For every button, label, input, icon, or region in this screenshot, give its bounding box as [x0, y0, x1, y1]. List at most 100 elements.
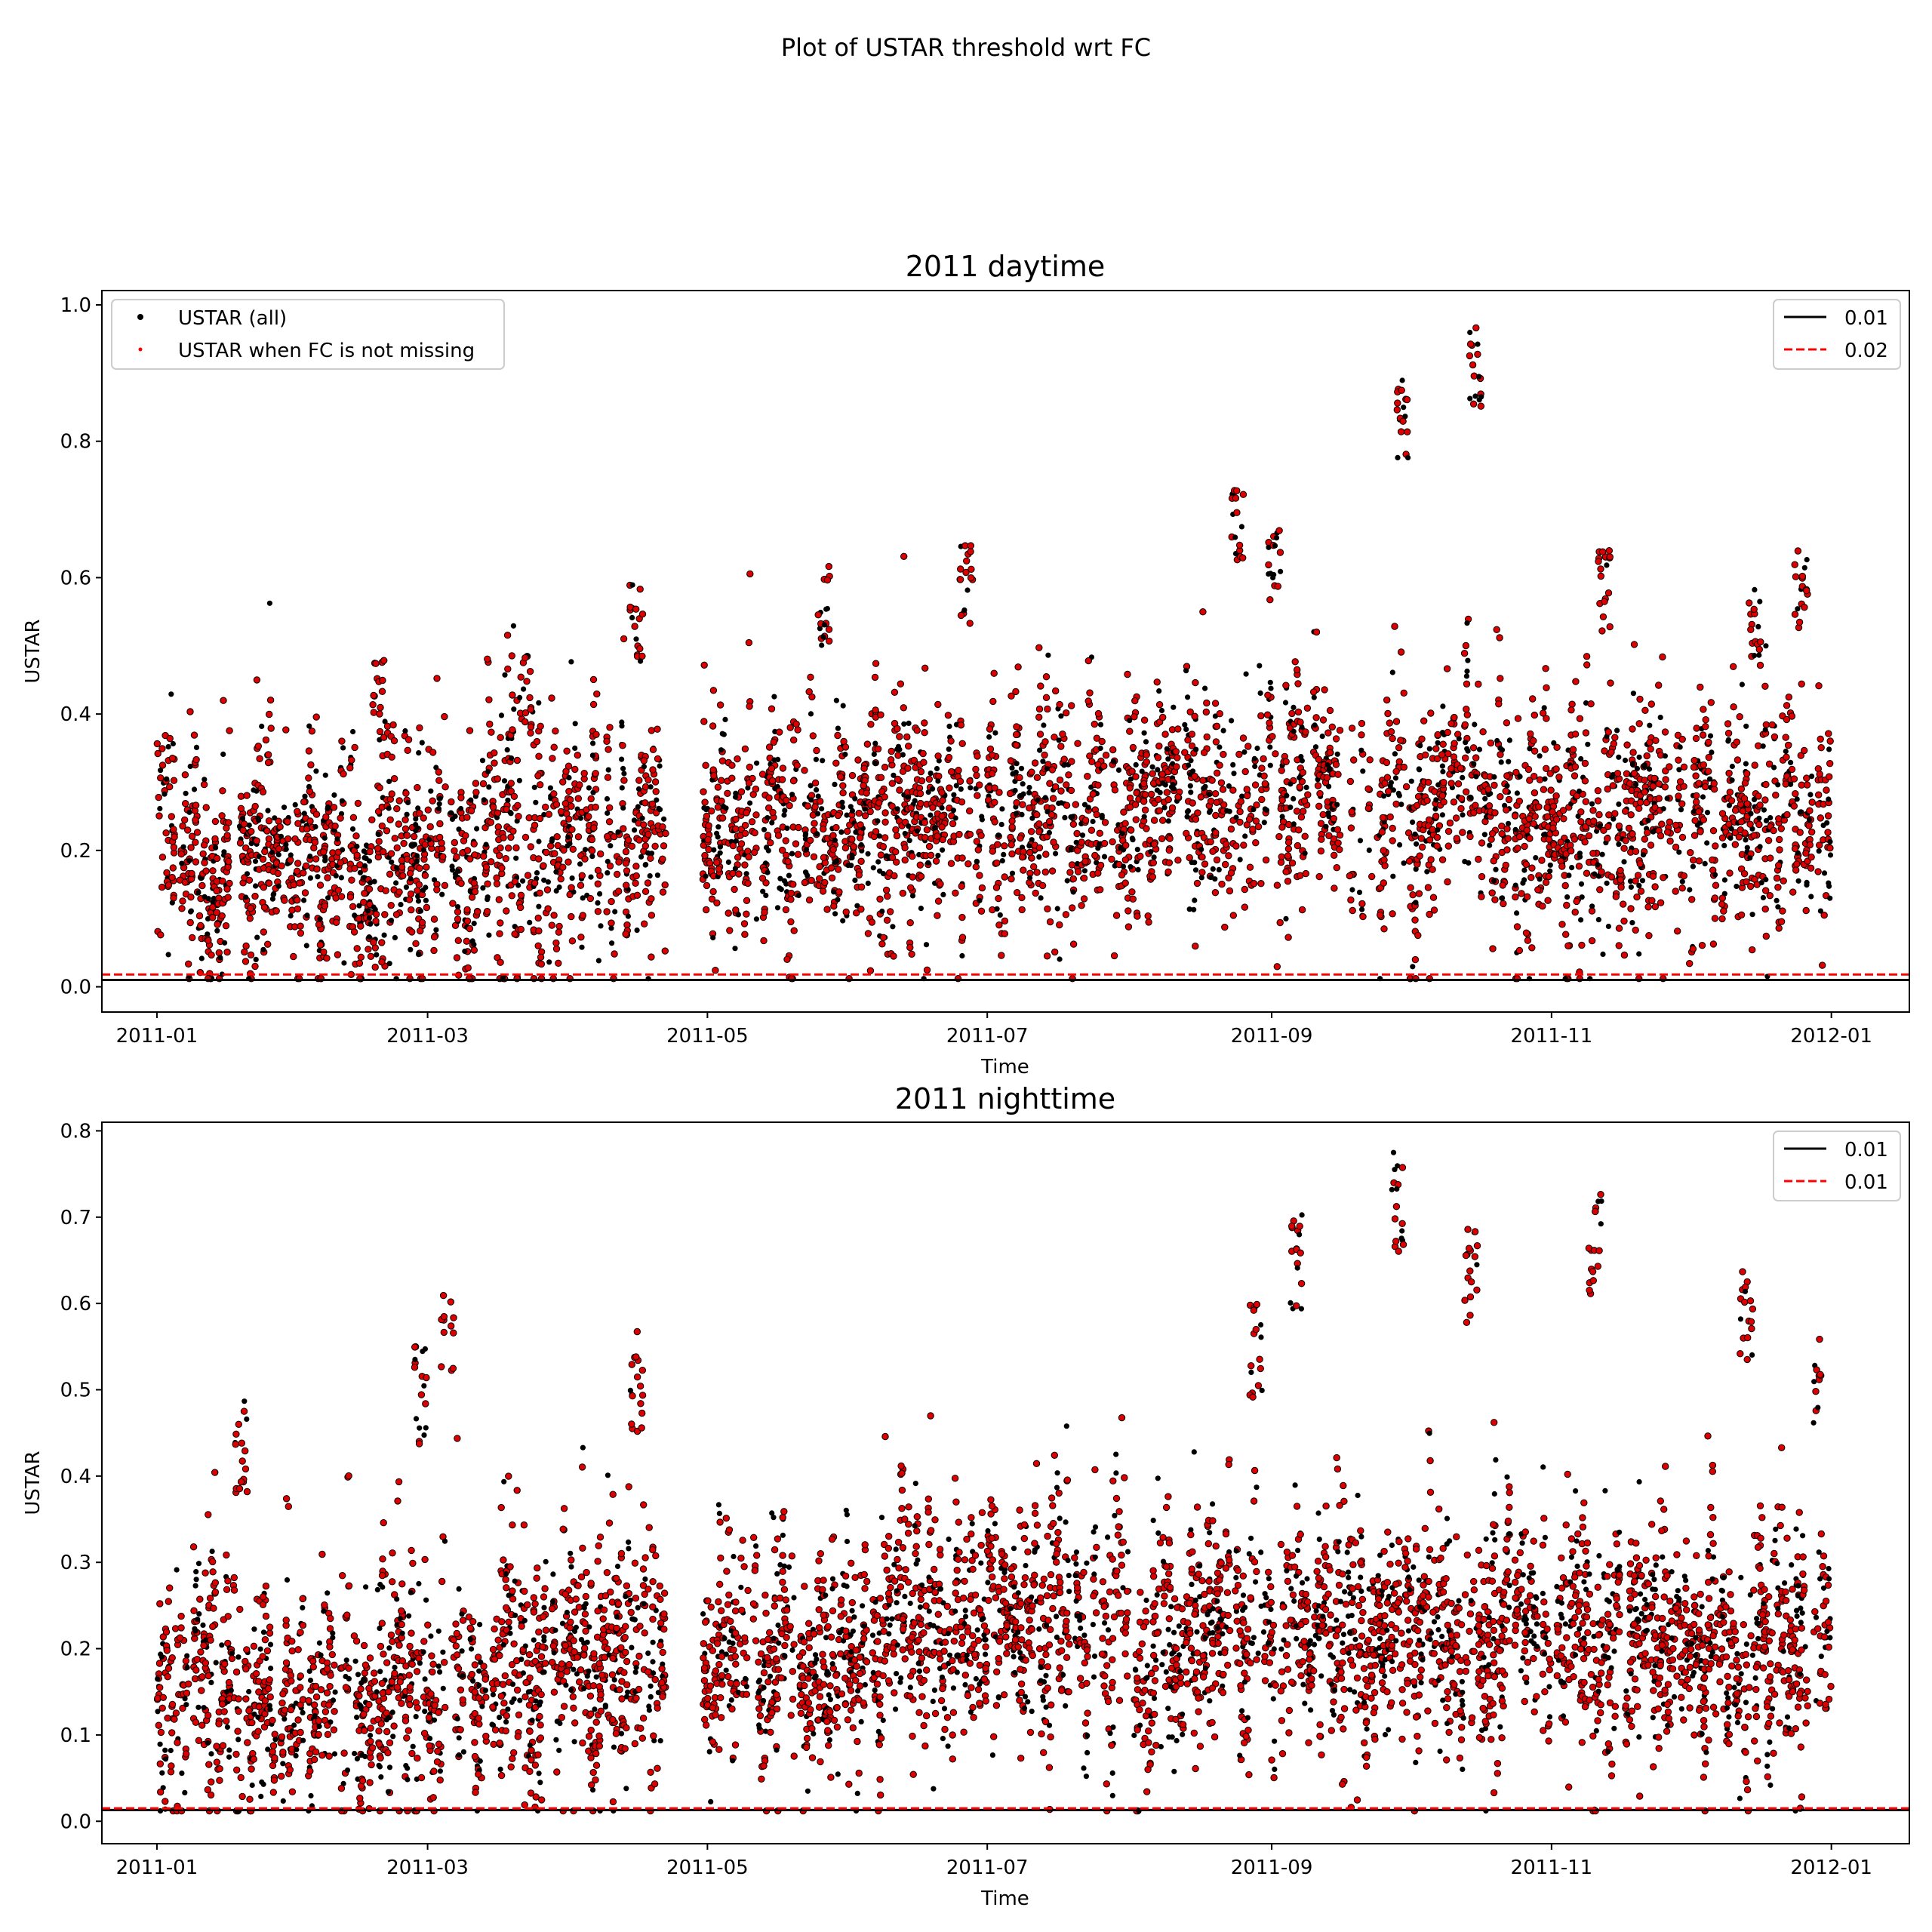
point-ustar-all	[950, 808, 956, 814]
point-fc-not-missing	[487, 818, 495, 826]
point-ustar-all	[1019, 811, 1025, 817]
point-fc-not-missing	[399, 872, 407, 880]
point-fc-not-missing	[702, 761, 709, 769]
point-ustar-all	[239, 815, 246, 822]
point-fc-not-missing	[863, 789, 870, 797]
point-fc-not-missing	[623, 867, 631, 875]
point-fc-not-missing	[1660, 874, 1667, 881]
point-ustar-all	[848, 863, 854, 869]
point-fc-not-missing	[517, 925, 525, 934]
point-ustar-all	[1251, 755, 1257, 762]
point-fc-not-missing	[1051, 948, 1059, 956]
point-ustar-all	[814, 831, 820, 837]
point-fc-not-missing	[1211, 790, 1220, 798]
point-fc-not-missing	[1505, 795, 1513, 804]
point-fc-not-missing	[179, 897, 186, 905]
point-fc-not-missing	[792, 840, 800, 848]
point-ustar-all	[1201, 786, 1207, 792]
point-fc-not-missing	[1588, 937, 1596, 945]
point-fc-not-missing	[991, 818, 998, 826]
point-fc-not-missing	[1686, 960, 1694, 968]
point-fc-not-missing	[1775, 815, 1783, 823]
point-fc-not-missing	[192, 755, 200, 764]
point-fc-not-missing	[157, 1728, 165, 1737]
point-fc-not-missing	[728, 774, 736, 782]
point-ustar-all	[516, 777, 523, 783]
point-fc-not-missing	[1740, 870, 1749, 878]
point-fc-not-missing	[974, 846, 983, 854]
point-fc-not-missing	[1491, 896, 1499, 903]
point-fc-not-missing	[844, 827, 851, 835]
point-ustar-all	[1357, 838, 1364, 844]
point-fc-not-missing	[1089, 790, 1097, 798]
point-fc-not-missing	[786, 801, 793, 810]
point-fc-not-missing	[1212, 829, 1220, 837]
point-ustar-all	[1358, 747, 1364, 753]
point-ustar-all	[906, 720, 912, 727]
point-ustar-all	[1566, 872, 1572, 878]
point-ustar-all	[1460, 774, 1466, 780]
point-fc-not-missing	[882, 886, 891, 894]
point-ustar-all	[1135, 866, 1141, 872]
point-fc-not-missing	[879, 934, 888, 942]
point-fc-not-missing	[1416, 852, 1423, 860]
point-fc-not-missing	[423, 863, 430, 871]
point-fc-not-missing	[715, 865, 723, 873]
point-fc-not-missing	[1452, 814, 1460, 822]
point-fc-not-missing	[1395, 744, 1403, 752]
point-fc-not-missing	[1291, 658, 1299, 666]
point-ustar-all	[1721, 842, 1727, 848]
point-fc-not-missing	[1552, 792, 1560, 800]
point-fc-not-missing	[158, 854, 167, 861]
point-fc-not-missing	[177, 1624, 185, 1632]
point-fc-not-missing	[565, 762, 573, 770]
point-fc-not-missing	[1324, 729, 1332, 737]
point-fc-not-missing	[1284, 878, 1292, 885]
point-fc-not-missing	[1069, 940, 1078, 948]
point-ustar-all	[439, 891, 445, 897]
point-fc-not-missing	[1764, 837, 1773, 844]
point-ustar-all	[1481, 832, 1487, 838]
point-fc-not-missing	[306, 817, 314, 825]
point-ustar-all	[1291, 704, 1297, 711]
point-fc-not-missing	[193, 829, 202, 836]
point-fc-not-missing	[1239, 734, 1247, 742]
point-fc-not-missing	[1236, 808, 1244, 816]
point-fc-not-missing	[652, 788, 660, 795]
point-ustar-all	[1198, 847, 1204, 853]
point-fc-not-missing	[916, 861, 924, 869]
point-fc-not-missing	[874, 745, 882, 752]
point-fc-not-missing	[1620, 951, 1629, 959]
point-ustar-all	[1757, 598, 1763, 605]
point-fc-not-missing	[1690, 832, 1699, 839]
point-fc-not-missing	[1726, 869, 1734, 877]
point-ustar-all	[354, 843, 360, 850]
point-fc-not-missing	[187, 844, 195, 851]
point-fc-not-missing	[934, 752, 942, 760]
point-fc-not-missing	[509, 726, 516, 734]
y-tick-label: 0.2	[60, 840, 91, 863]
point-ustar-all	[527, 919, 533, 925]
point-fc-not-missing	[1718, 894, 1727, 902]
point-fc-not-missing	[1674, 928, 1681, 935]
point-fc-not-missing	[1790, 775, 1798, 783]
point-fc-not-missing	[989, 697, 997, 706]
point-fc-not-missing	[784, 857, 792, 866]
point-ustar-all	[420, 887, 426, 894]
point-fc-not-missing	[606, 804, 614, 812]
point-ustar-all	[1564, 894, 1571, 900]
point-fc-not-missing	[1319, 716, 1327, 724]
point-fc-not-missing	[156, 1760, 165, 1767]
daytime-xlabel: Time	[980, 1056, 1029, 1078]
point-fc-not-missing	[1620, 917, 1628, 925]
point-fc-not-missing	[935, 772, 943, 780]
point-ustar-all	[1807, 792, 1814, 798]
point-fc-not-missing	[828, 874, 836, 882]
point-ustar-all	[1186, 762, 1192, 768]
point-ustar-all	[639, 815, 645, 821]
point-fc-not-missing	[1585, 832, 1593, 840]
point-fc-not-missing	[1219, 786, 1227, 793]
point-fc-not-missing	[178, 905, 186, 912]
point-ustar-all	[803, 831, 809, 837]
point-ustar-all	[1133, 761, 1139, 768]
